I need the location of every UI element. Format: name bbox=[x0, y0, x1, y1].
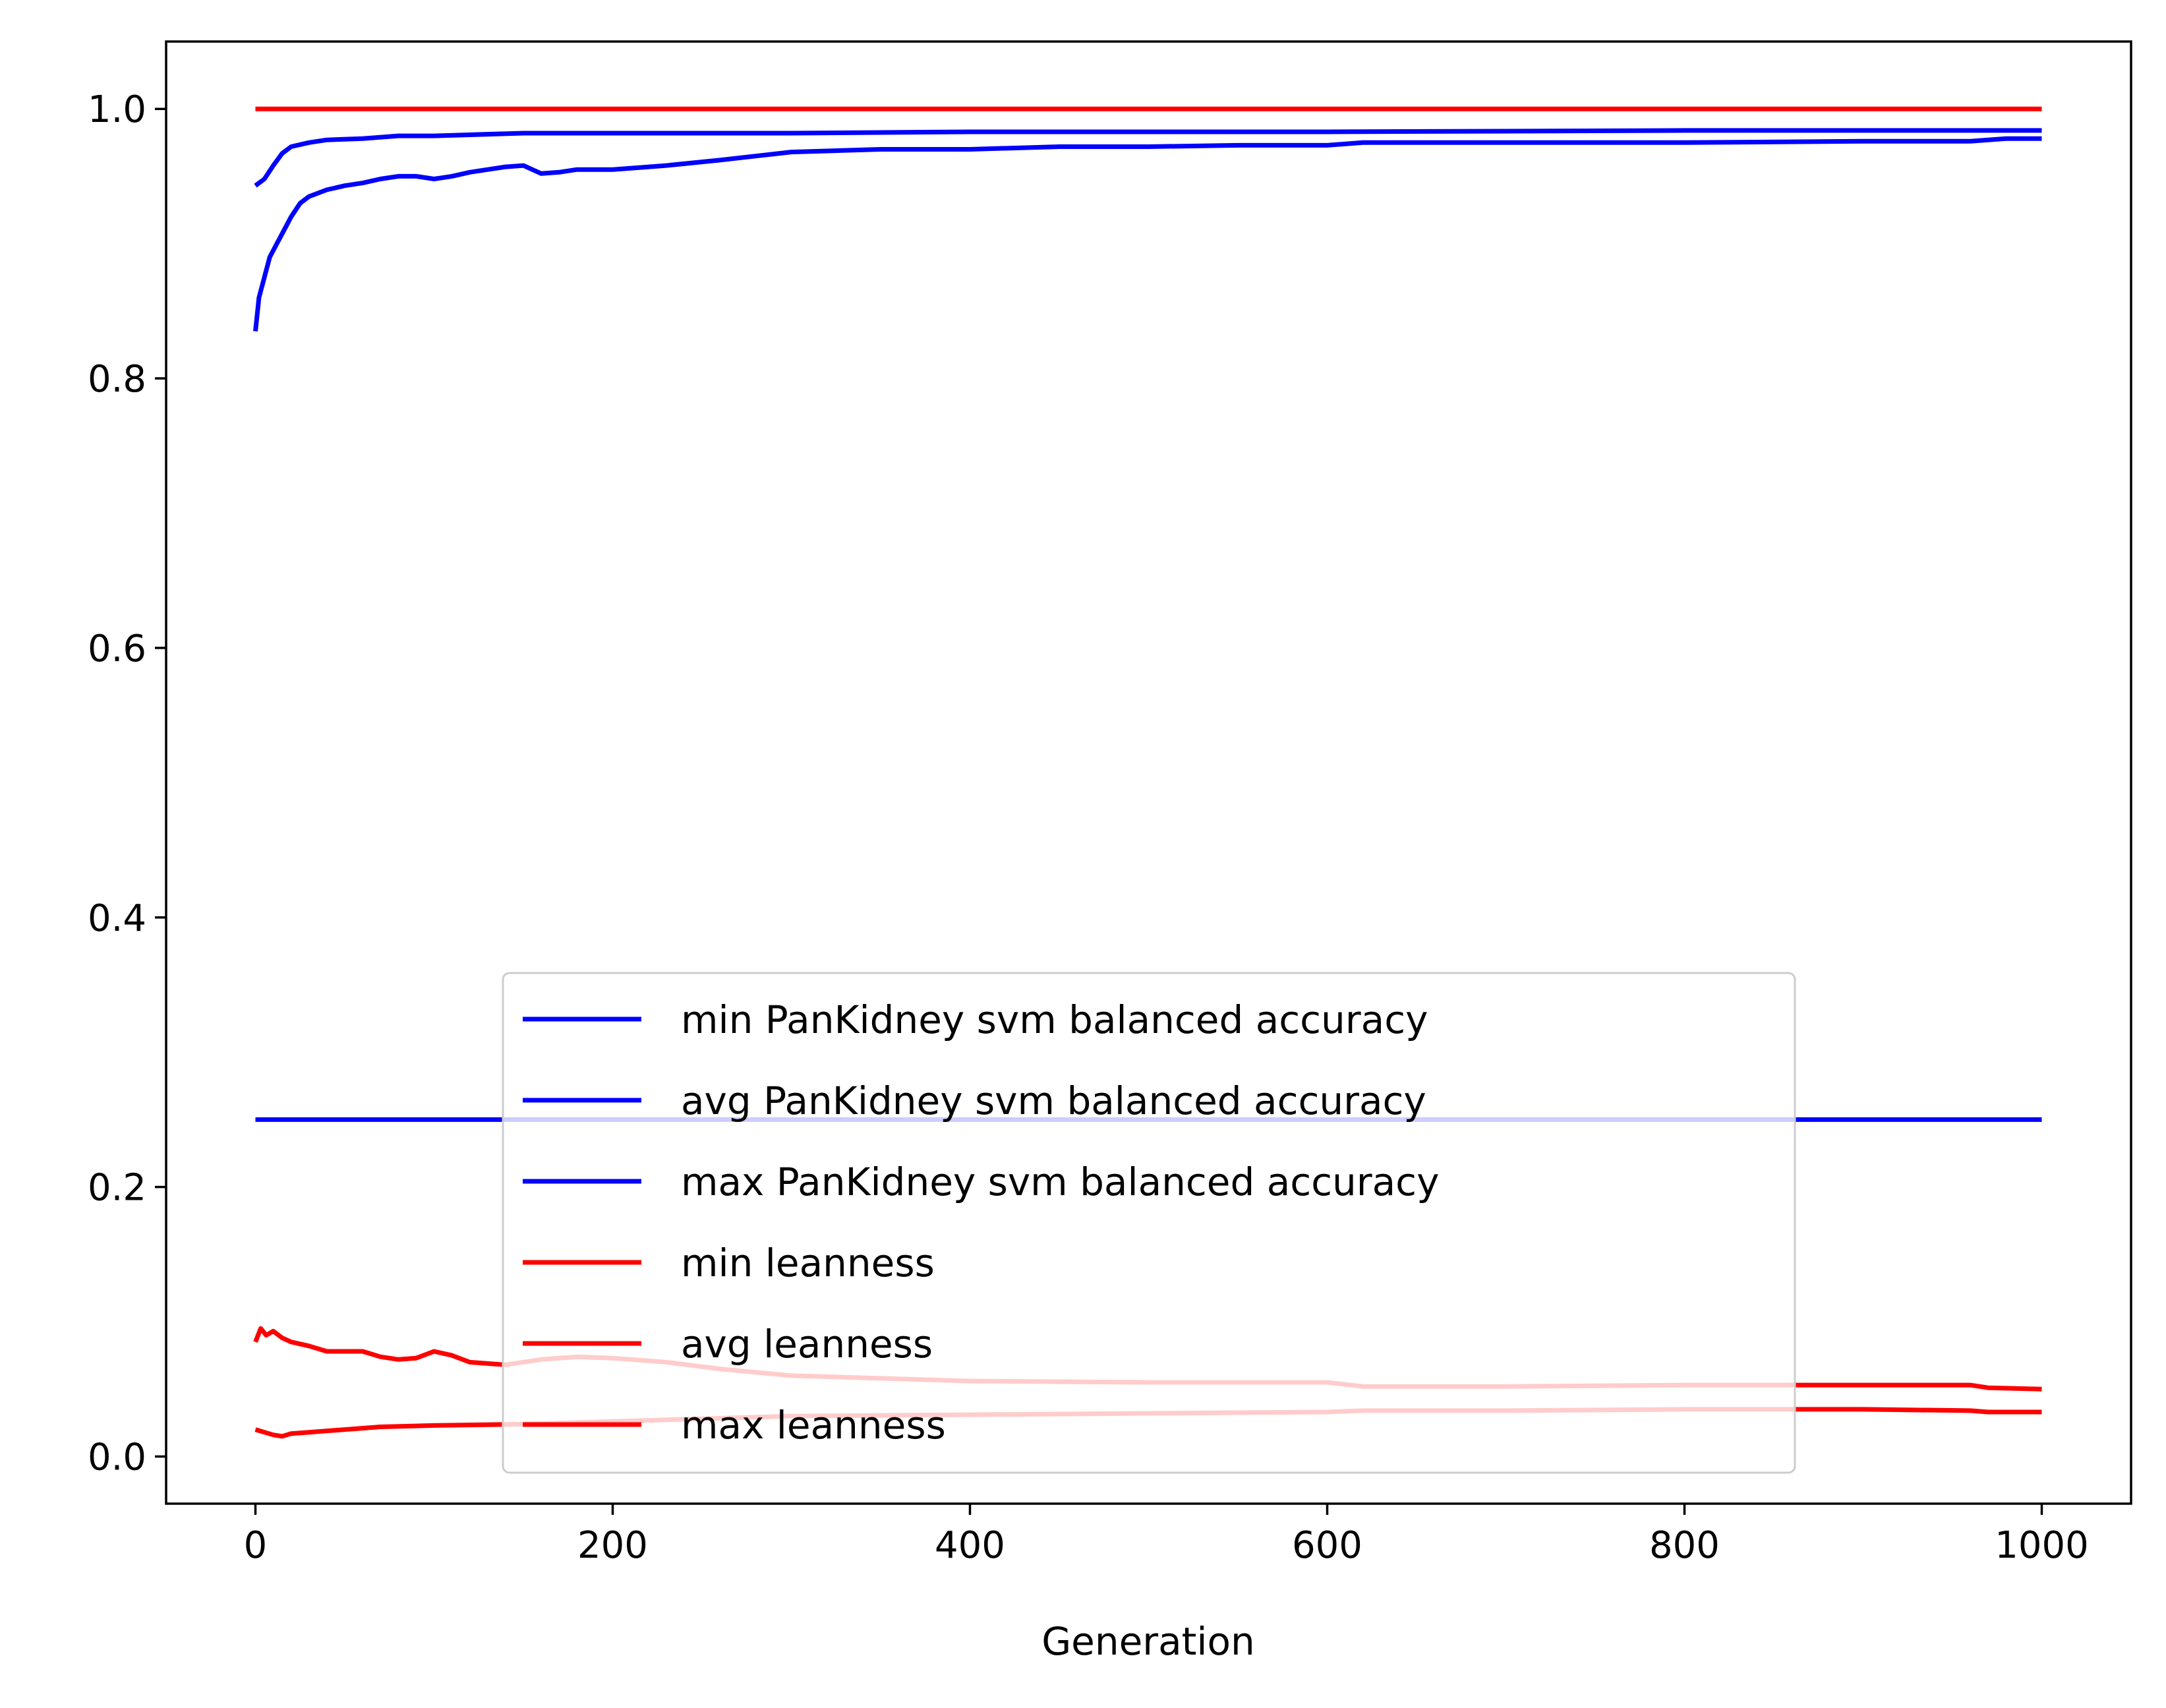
y-tick-label: 0.2 bbox=[88, 1167, 146, 1210]
legend-entry-label: min PanKidney svm balanced accuracy bbox=[681, 997, 1428, 1042]
legend-entry-label: max leanness bbox=[681, 1403, 946, 1448]
legend-entry-label: avg PanKidney svm balanced accuracy bbox=[681, 1078, 1426, 1123]
x-tick-label: 600 bbox=[1292, 1524, 1362, 1567]
x-axis-label: Generation bbox=[1041, 1619, 1255, 1664]
legend-entry-label: min leanness bbox=[681, 1241, 935, 1285]
legend-entry-label: avg leanness bbox=[681, 1322, 933, 1367]
x-axis: 0 200 400 600 800 1000 bbox=[244, 1504, 2089, 1567]
y-axis: 0.0 0.2 0.4 0.6 0.8 1.0 bbox=[88, 88, 166, 1479]
y-tick-label: 1.0 bbox=[88, 88, 146, 131]
series-line-2 bbox=[254, 128, 2042, 188]
y-tick-label: 0.0 bbox=[88, 1436, 146, 1479]
legend-box bbox=[502, 972, 1796, 1474]
plot-frame bbox=[165, 40, 2132, 1505]
legend-entry-label: max PanKidney svm balanced accuracy bbox=[681, 1160, 1439, 1204]
y-tick-label: 0.8 bbox=[88, 358, 146, 401]
series-line-1 bbox=[253, 136, 2042, 332]
x-tick-label: 1000 bbox=[1995, 1524, 2089, 1567]
legend: min PanKidney svm balanced accuracy avg P… bbox=[502, 972, 1796, 1474]
y-tick-label: 0.6 bbox=[88, 628, 146, 670]
x-tick-label: 800 bbox=[1649, 1524, 1720, 1567]
x-tick-label: 200 bbox=[577, 1524, 648, 1567]
x-tick-label: 0 bbox=[244, 1524, 268, 1567]
x-tick-label: 400 bbox=[935, 1524, 1005, 1567]
y-tick-label: 0.4 bbox=[88, 897, 146, 940]
